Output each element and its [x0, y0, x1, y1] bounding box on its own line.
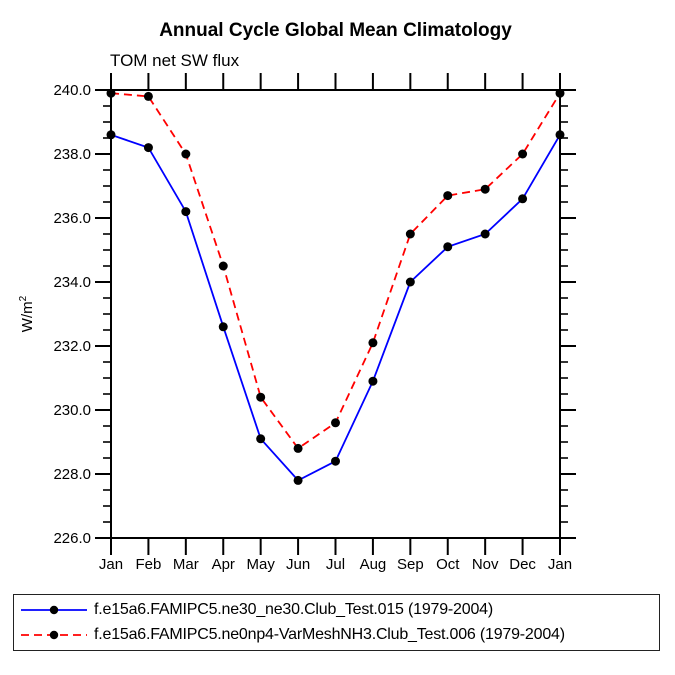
plot-frame [110, 89, 561, 539]
y-tick-label: 238.0 [53, 146, 91, 163]
data-point-marker [368, 376, 378, 386]
data-point-marker [293, 443, 303, 453]
data-point-marker [293, 475, 303, 485]
data-point-marker [143, 143, 153, 153]
data-point-marker [405, 277, 415, 287]
data-point-marker [256, 392, 266, 402]
x-tick-label: Jun [286, 556, 310, 573]
data-point-marker [181, 207, 191, 217]
legend-label-ne30: f.e15a6.FAMIPC5.ne30_ne30.Club_Test.015 … [94, 601, 493, 618]
data-point-marker [518, 194, 528, 204]
x-tick-label: Mar [173, 556, 199, 573]
y-tick-label: 234.0 [53, 274, 91, 291]
x-tick-label: May [246, 556, 275, 573]
chart-subtitle: TOM net SW flux [110, 51, 240, 70]
data-point-marker [331, 456, 340, 466]
data-point-marker [368, 338, 378, 348]
legend-marker-dot [49, 605, 59, 615]
y-tick-label: 236.0 [53, 210, 91, 227]
data-point-marker [106, 130, 116, 140]
data-point-marker [405, 229, 415, 239]
x-tick-label: Nov [472, 556, 499, 573]
legend-box: f.e15a6.FAMIPC5.ne30_ne30.Club_Test.015 … [13, 594, 660, 651]
x-tick-label: Jul [326, 556, 345, 573]
legend-line-sample-dashed [21, 630, 87, 640]
x-tick-label: Jan [99, 556, 123, 573]
data-point-marker [106, 88, 116, 98]
x-tick-label: Apr [212, 556, 235, 573]
legend-entry-ne30: f.e15a6.FAMIPC5.ne30_ne30.Club_Test.015 … [14, 600, 659, 620]
data-point-marker [331, 418, 340, 428]
series-line-1 [110, 92, 561, 450]
x-tick-label: Feb [135, 556, 161, 573]
x-tick-label: Dec [509, 556, 536, 573]
x-tick-label: Oct [436, 556, 460, 573]
data-point-marker [443, 242, 453, 252]
data-point-marker [555, 130, 565, 140]
legend-entry-varmesh: f.e15a6.FAMIPC5.ne0np4-VarMeshNH3.Club_T… [14, 625, 659, 645]
data-point-marker [518, 149, 528, 159]
data-point-marker [143, 91, 153, 101]
chart-title: Annual Cycle Global Mean Climatology [159, 20, 512, 41]
y-tick-label: 240.0 [53, 82, 91, 99]
data-point-marker [181, 149, 191, 159]
data-point-marker [443, 191, 453, 201]
x-tick-label: Aug [360, 556, 387, 573]
data-point-marker [256, 434, 266, 444]
legend-line-sample-solid [21, 605, 87, 615]
data-point-marker [555, 88, 565, 98]
series-line-0 [110, 133, 561, 482]
data-point-marker [218, 322, 228, 332]
data-point-marker [480, 229, 490, 239]
data-point-marker [218, 261, 228, 271]
y-tick-label: 228.0 [53, 466, 91, 483]
y-tick-label: 232.0 [53, 338, 91, 355]
y-tick-label: 230.0 [53, 402, 91, 419]
x-tick-label: Sep [397, 556, 424, 573]
legend-label-varmesh: f.e15a6.FAMIPC5.ne0np4-VarMeshNH3.Club_T… [94, 626, 565, 643]
data-point-marker [480, 184, 490, 194]
legend-marker-dot [49, 630, 59, 640]
x-tick-label: Jan [548, 556, 572, 573]
y-tick-label: 226.0 [53, 530, 91, 547]
